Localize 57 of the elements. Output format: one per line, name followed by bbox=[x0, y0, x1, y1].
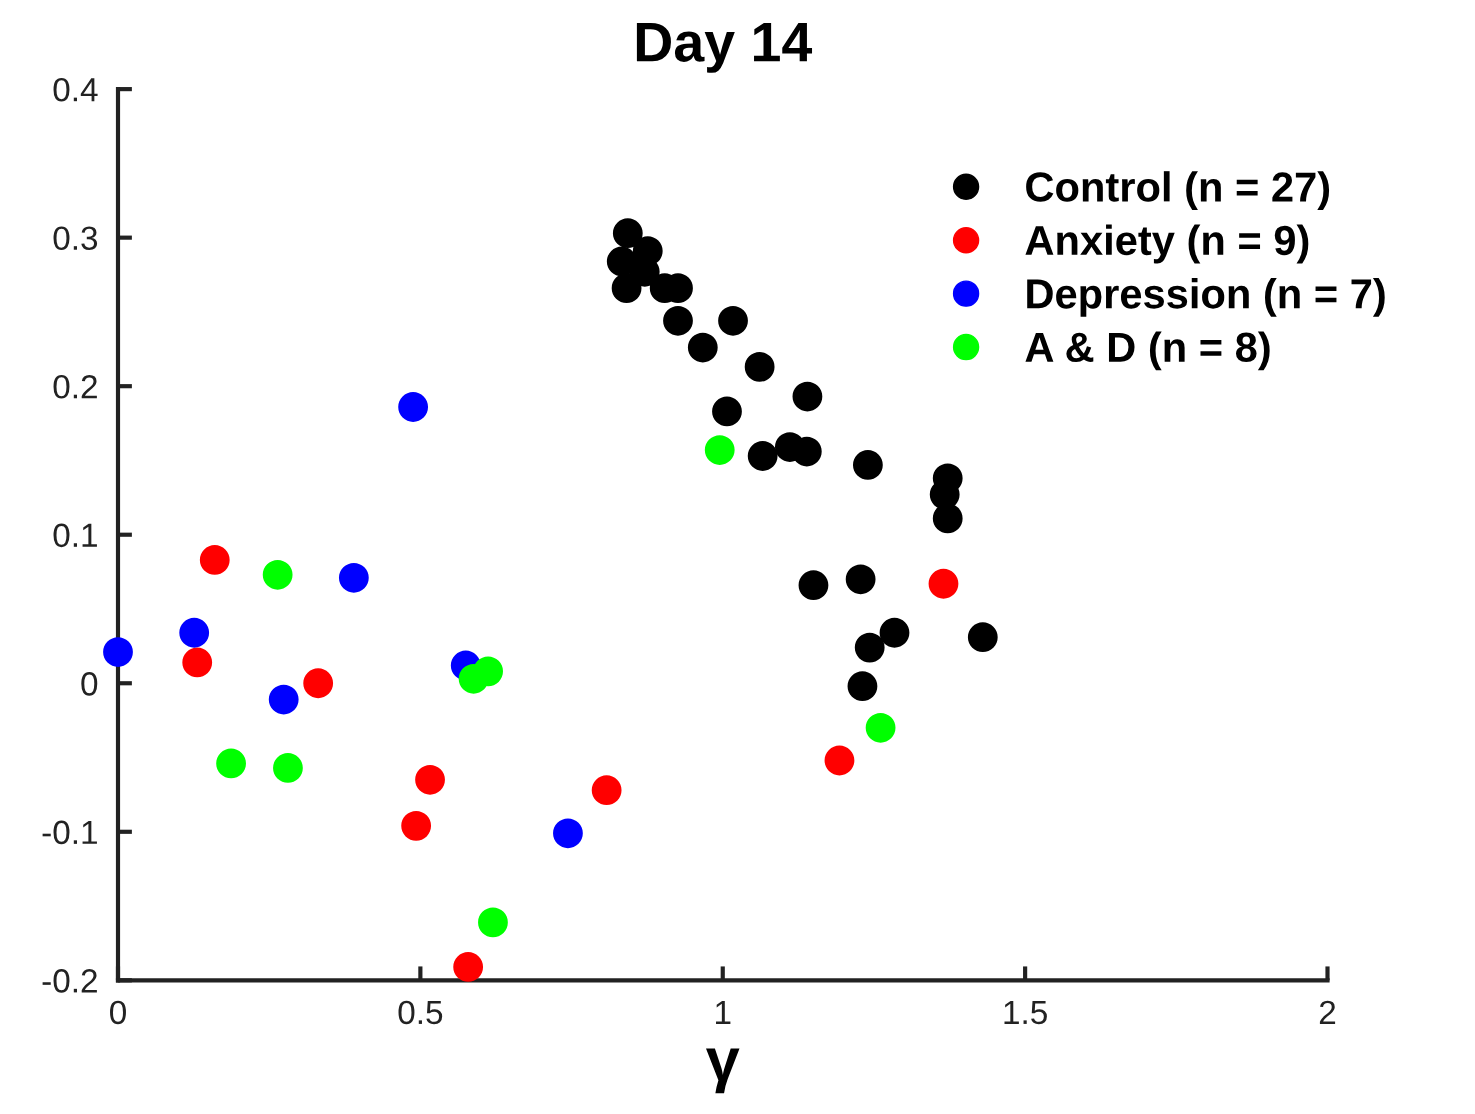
point bbox=[268, 684, 299, 715]
point bbox=[182, 647, 213, 678]
point bbox=[273, 753, 303, 783]
legend-label: Control (n = 27) bbox=[1026, 171, 1330, 211]
point bbox=[398, 392, 429, 422]
point bbox=[591, 775, 622, 806]
y-tick-label: -0.1 bbox=[42, 820, 97, 845]
point bbox=[663, 305, 693, 336]
point bbox=[853, 450, 883, 480]
x-tick-label: 2 bbox=[1319, 1000, 1336, 1024]
point bbox=[453, 952, 484, 982]
point bbox=[338, 562, 369, 593]
point bbox=[216, 748, 246, 779]
point bbox=[847, 671, 878, 702]
point bbox=[704, 435, 735, 465]
point bbox=[865, 712, 896, 743]
point bbox=[792, 381, 823, 412]
point bbox=[103, 637, 133, 667]
point bbox=[303, 668, 334, 699]
point bbox=[262, 559, 293, 590]
point bbox=[401, 810, 432, 841]
point bbox=[415, 764, 445, 795]
point bbox=[553, 818, 583, 849]
point bbox=[744, 351, 775, 382]
point bbox=[199, 545, 230, 575]
point bbox=[611, 273, 642, 304]
point bbox=[718, 305, 748, 336]
y-tick-label: 0.4 bbox=[53, 77, 98, 102]
x-axis-title: γ bbox=[706, 1048, 740, 1094]
point bbox=[712, 396, 742, 427]
point bbox=[845, 564, 876, 595]
point bbox=[747, 441, 778, 471]
chart-title: Day 14 bbox=[636, 23, 813, 73]
point bbox=[473, 656, 503, 687]
legend-label: Depression (n = 7) bbox=[1027, 278, 1385, 317]
y-tick-label: 0.1 bbox=[53, 523, 97, 548]
y-tick-label: 0.3 bbox=[53, 226, 98, 251]
x-tick-label: 1.5 bbox=[1004, 1000, 1047, 1025]
point bbox=[967, 622, 998, 653]
point bbox=[932, 503, 963, 534]
point bbox=[928, 568, 959, 599]
point bbox=[687, 332, 718, 363]
point bbox=[824, 745, 855, 776]
y-tick-label: 0 bbox=[81, 672, 98, 696]
y-tick-label: -0.2 bbox=[42, 969, 97, 993]
point bbox=[612, 218, 643, 249]
point bbox=[179, 617, 210, 648]
point bbox=[798, 570, 829, 601]
y-tick-label: 0.2 bbox=[53, 374, 97, 399]
point bbox=[879, 617, 910, 648]
point bbox=[854, 632, 885, 663]
legend-label: A & D (n = 8) bbox=[1025, 331, 1270, 371]
legend-label: Anxiety (n = 9) bbox=[1025, 224, 1309, 264]
point bbox=[478, 907, 508, 938]
x-tick-label: 0.5 bbox=[398, 1000, 443, 1025]
x-tick-label: 0 bbox=[110, 1000, 126, 1025]
x-tick-label: 1 bbox=[716, 1000, 731, 1024]
